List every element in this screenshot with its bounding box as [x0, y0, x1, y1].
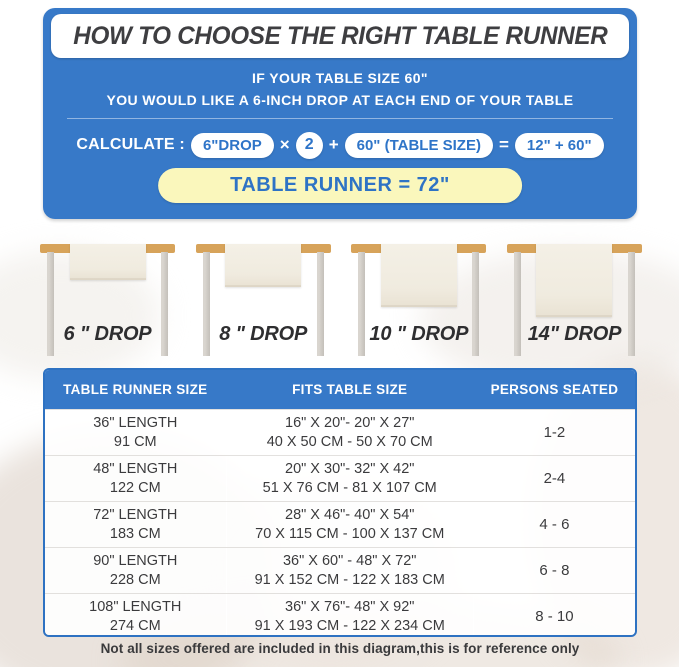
header-runner-size: TABLE RUNNER SIZE: [63, 382, 208, 397]
table-row: 36" LENGTH 91 CM 16" X 20"- 20" X 27" 40…: [45, 409, 635, 455]
size-table: TABLE RUNNER SIZE FITS TABLE SIZE PERSON…: [43, 368, 637, 637]
fits-size-cell: 28" X 46"- 40" X 54" 70 X 115 CM - 100 X…: [225, 502, 474, 547]
table-leg: [316, 252, 324, 356]
persons-cell: 8 - 10: [535, 607, 574, 625]
result-pill: TABLE RUNNER = 72": [158, 168, 522, 203]
size-table-header: TABLE RUNNER SIZE FITS TABLE SIZE PERSON…: [45, 370, 635, 409]
table-figure-8-drop: 8 " DROP: [195, 238, 331, 356]
table-leg: [202, 252, 210, 356]
table-leg: [472, 252, 480, 356]
hero-panel: HOW TO CHOOSE THE RIGHT TABLE RUNNER IF …: [43, 8, 637, 219]
runner-6-drop: [69, 244, 146, 280]
drop-label: 8 " DROP: [219, 323, 308, 345]
header-persons-seated: PERSONS SEATED: [490, 382, 619, 397]
table-row: 48" LENGTH 122 CM 20" X 30"- 32" X 42" 5…: [45, 455, 635, 501]
drop-label: 14" DROP: [527, 323, 622, 345]
table-row: 90" LENGTH 228 CM 36" X 60" - 48" X 72" …: [45, 547, 635, 593]
persons-cell: 6 - 8: [539, 561, 570, 579]
table-row: 108" LENGTH 274 CM 36" X 76"- 48" X 92" …: [45, 593, 635, 635]
fits-size-cell: 36" X 60" - 48" X 72" 91 X 152 CM - 122 …: [225, 548, 474, 593]
table-leg: [513, 252, 521, 356]
calculation-row: CALCULATE : 6"DROP × 2 + 60" (TABLE SIZE…: [43, 129, 637, 161]
plus-operator: +: [328, 135, 339, 154]
table-row: 72" LENGTH 183 CM 28" X 46"- 40" X 54" 7…: [45, 501, 635, 547]
drop-pill: 6"DROP: [190, 132, 274, 158]
runner-14-drop: [536, 244, 613, 317]
footnote: Not all sizes offered are included in th…: [100, 641, 580, 656]
persons-cell: 2-4: [543, 469, 566, 487]
persons-cell: 4 - 6: [539, 515, 570, 533]
table-leg: [358, 252, 366, 356]
table-leg: [627, 252, 635, 356]
times-operator: ×: [279, 135, 290, 154]
table-size-pill: 60" (TABLE SIZE): [344, 132, 493, 158]
sum-pill: 12" + 60": [514, 132, 604, 158]
fits-size-cell: 20" X 30"- 32" X 42" 51 X 76 CM - 81 X 1…: [225, 456, 474, 501]
table-leg: [47, 252, 54, 356]
page-title: HOW TO CHOOSE THE RIGHT TABLE RUNNER: [72, 21, 608, 50]
runner-size-cell: 108" LENGTH 274 CM: [89, 598, 182, 634]
subtitle-line-2: YOU WOULD LIKE A 6-INCH DROP AT EACH END…: [106, 92, 574, 108]
runner-size-cell: 36" LENGTH 91 CM: [93, 414, 178, 450]
equals-operator: =: [498, 135, 509, 154]
title-box: HOW TO CHOOSE THE RIGHT TABLE RUNNER: [51, 14, 629, 58]
runner-size-cell: 90" LENGTH 228 CM: [93, 552, 178, 588]
drop-label: 10 " DROP: [369, 323, 469, 345]
header-fits-table-size: FITS TABLE SIZE: [292, 382, 408, 397]
table-figure-10-drop: 10 " DROP: [351, 238, 487, 356]
persons-cell: 1-2: [543, 423, 566, 441]
subtitle-line-1: IF YOUR TABLE SIZE 60": [252, 70, 428, 86]
multiplier-badge: 2: [295, 131, 323, 159]
drop-label: 6 " DROP: [63, 323, 152, 345]
runner-size-cell: 72" LENGTH 183 CM: [93, 506, 178, 542]
runner-8-drop: [225, 244, 302, 287]
calculate-label: CALCULATE :: [76, 136, 185, 153]
fits-size-cell: 16" X 20"- 20" X 27" 40 X 50 CM - 50 X 7…: [225, 410, 474, 455]
table-figure-6-drop: 6 " DROP: [40, 238, 175, 356]
table-leg: [161, 252, 168, 356]
runner-10-drop: [380, 244, 457, 307]
divider: [67, 118, 613, 119]
fits-size-cell: 36" X 76"- 48" X 92" 91 X 193 CM - 122 X…: [225, 594, 474, 635]
runner-size-cell: 48" LENGTH 122 CM: [93, 460, 178, 496]
table-figure-14-drop: 14" DROP: [506, 238, 642, 356]
drop-diagram: 6 " DROP 8 " DROP 10 " DROP 14" DROP: [40, 238, 642, 356]
